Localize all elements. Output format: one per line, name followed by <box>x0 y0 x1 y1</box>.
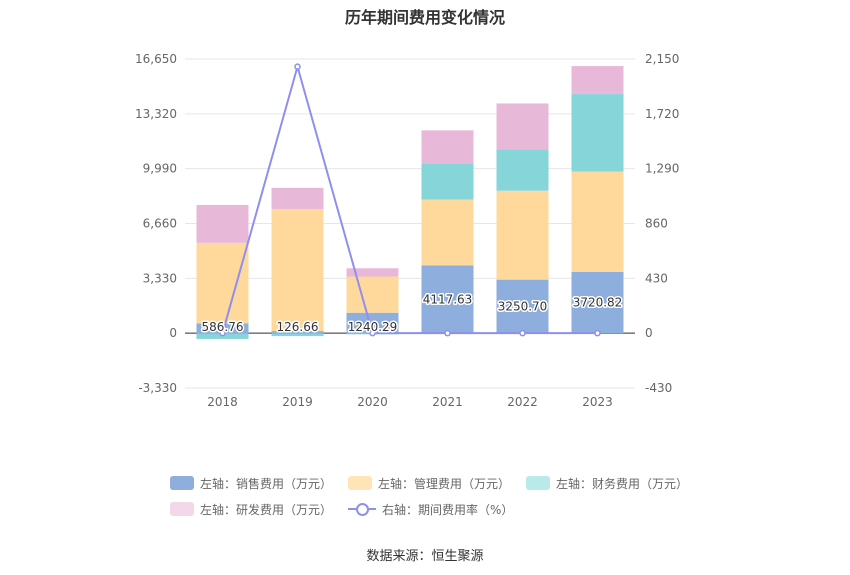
legend-item-rate[interactable]: 右轴：期间费用率（%） <box>348 501 513 518</box>
bar-sales-2020[interactable] <box>346 312 399 334</box>
legend: 左轴：销售费用（万元） 左轴：管理费用（万元） 左轴：财务费用（万元） 左轴：研… <box>170 470 730 522</box>
legend-label-finance: 左轴：财务费用（万元） <box>556 476 689 491</box>
bar-admin-2018[interactable] <box>196 242 249 324</box>
legend-label-rd: 左轴：研发费用（万元） <box>200 502 333 517</box>
bar-sales-2021[interactable] <box>421 265 474 334</box>
bar-finance-2019[interactable] <box>271 333 324 337</box>
left-tick-label: 13,320 <box>135 107 177 121</box>
legend-item-admin[interactable]: 左轴：管理费用（万元） <box>348 475 510 492</box>
sales-data-label: 1240.29 <box>348 320 398 334</box>
bar-rd-2019[interactable] <box>271 187 324 210</box>
left-tick-label: 0 <box>169 326 177 340</box>
legend-swatch-sales <box>170 476 194 490</box>
legend-label-rate: 右轴：期间费用率（%） <box>382 502 514 517</box>
legend-swatch-rd <box>170 502 194 516</box>
legend-row-1: 左轴：销售费用（万元） 左轴：管理费用（万元） 左轴：财务费用（万元） <box>170 470 730 496</box>
bar-rd-2022[interactable] <box>496 103 549 150</box>
right-tick-label: -430 <box>645 381 672 395</box>
sales-data-label: 126.66 <box>277 320 319 334</box>
bar-finance-2022[interactable] <box>496 149 549 191</box>
x-axis-ticks: 2018 2019 2020 2021 2022 2023 <box>207 395 613 409</box>
sales-data-label: 3250.70 <box>498 299 548 313</box>
sales-data-label: 3720.82 <box>573 296 623 310</box>
legend-swatch-admin <box>348 476 373 490</box>
bar-sales-2022[interactable] <box>496 279 549 334</box>
sales-data-label: 586.76 <box>202 320 244 334</box>
bar-admin-2023[interactable] <box>571 171 624 272</box>
right-tick-label: 1,290 <box>645 162 679 176</box>
left-tick-label: -3,330 <box>138 381 177 395</box>
legend-label-admin: 左轴：管理费用（万元） <box>378 476 511 491</box>
legend-swatch-rate <box>348 502 377 516</box>
data-source: 数据来源：恒生聚源 <box>366 549 484 564</box>
chart-title: 历年期间费用变化情况 <box>344 8 505 27</box>
right-tick-label: 860 <box>645 217 668 231</box>
right-tick-label: 0 <box>645 326 653 340</box>
legend-item-rd[interactable]: 左轴：研发费用（万元） <box>170 501 332 518</box>
left-tick-label: 16,650 <box>135 52 177 66</box>
data-labels-layer: 586.76 126.66 1240.29 4117.63 3250.70 3720.82 <box>200 291 624 336</box>
rate-point-2018[interactable] <box>219 329 226 337</box>
x-tick-label: 2021 <box>432 395 463 409</box>
bar-admin-2021[interactable] <box>421 199 474 266</box>
sales-data-label: 4117.63 <box>423 292 473 306</box>
bar-rd-2021[interactable] <box>421 130 474 164</box>
legend-label-sales: 左轴：销售费用（万元） <box>200 476 333 491</box>
x-tick-label: 2022 <box>507 395 538 409</box>
bar-sales-2023[interactable] <box>571 271 624 334</box>
x-tick-label: 2018 <box>207 395 238 409</box>
rate-point-2019[interactable] <box>294 63 301 70</box>
bar-admin-2022[interactable] <box>496 190 549 280</box>
bar-rd-2023[interactable] <box>571 66 624 95</box>
rate-point-2020[interactable] <box>369 329 376 337</box>
x-tick-label: 2020 <box>357 395 388 409</box>
legend-row-2: 左轴：研发费用（万元） 右轴：期间费用率（%） <box>170 496 730 522</box>
left-tick-label: 6,660 <box>143 217 177 231</box>
x-tick-label: 2019 <box>282 395 313 409</box>
right-tick-label: 1,720 <box>645 107 679 121</box>
bar-admin-2020[interactable] <box>346 276 399 313</box>
bar-sales-2018[interactable] <box>196 323 249 334</box>
bars-layer <box>196 66 624 339</box>
bar-rd-2020[interactable] <box>346 268 399 277</box>
legend-swatch-finance <box>526 476 551 490</box>
bar-rd-2018[interactable] <box>196 204 249 243</box>
left-tick-label: 3,330 <box>143 271 177 285</box>
bar-finance-2021[interactable] <box>421 163 474 200</box>
bar-admin-2019[interactable] <box>271 209 324 332</box>
rate-line <box>221 62 598 335</box>
x-tick-label: 2023 <box>582 395 613 409</box>
rate-point-2022[interactable] <box>519 329 526 337</box>
right-tick-label: 2,150 <box>645 52 679 66</box>
line-layer <box>219 62 601 337</box>
left-axis-ticks: -3,330 0 3,330 6,660 9,990 13,320 16,650 <box>135 52 177 395</box>
left-tick-label: 9,990 <box>143 162 177 176</box>
legend-item-sales[interactable]: 左轴：销售费用（万元） <box>170 475 332 492</box>
bar-sales-2019[interactable] <box>271 331 324 334</box>
bar-finance-2023[interactable] <box>571 94 624 172</box>
rate-point-2023[interactable] <box>594 329 601 337</box>
rate-point-2021[interactable] <box>444 329 451 337</box>
right-axis-ticks: -430 0 430 860 1,290 1,720 2,150 <box>645 52 679 395</box>
legend-item-finance[interactable]: 左轴：财务费用（万元） <box>526 475 688 492</box>
right-tick-label: 430 <box>645 271 668 285</box>
